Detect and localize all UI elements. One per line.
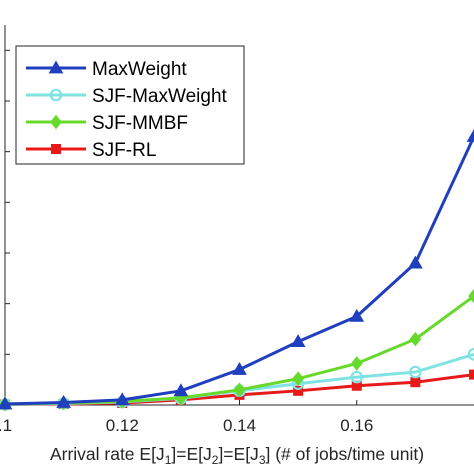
legend: MaxWeight SJF-MaxWeight SJF-MMBF SJF-RL (15, 45, 245, 165)
legend-label-1: SJF-MaxWeight (92, 86, 228, 107)
x-tick-label-1: 0.12 (106, 416, 139, 435)
x-tick-label-0: .1 (0, 416, 12, 435)
point-0-0 (0, 396, 13, 410)
x-axis-label-part-3: 2 (212, 453, 219, 467)
series-1 (0, 348, 474, 411)
legend-label-0: MaxWeight (92, 59, 187, 80)
x-axis-label-part-5: 3 (259, 453, 266, 467)
legend-label-3: SJF-RL (92, 140, 156, 161)
point-2-5 (292, 371, 304, 386)
point-0-6 (349, 308, 365, 322)
series-0 (0, 128, 474, 410)
x-axis-label-part-1: 1 (165, 453, 172, 467)
x-axis-label-part-6: ] (# of jobs/time unit) (266, 444, 425, 464)
point-0-3 (173, 383, 189, 397)
legend-marker-3 (51, 144, 61, 154)
point-0-7 (408, 255, 423, 269)
point-0-5 (290, 334, 306, 348)
point-0-8 (466, 128, 474, 142)
legend-entry-1: SJF-MaxWeight (26, 86, 228, 107)
legend-entry-0: MaxWeight (26, 59, 187, 80)
legend-label-2: SJF-MMBF (92, 113, 188, 134)
axes: .1 0.12 0.14 0.16 (0, 25, 474, 435)
point-3-5 (293, 385, 304, 396)
x-tick-label-3: 0.16 (340, 416, 373, 435)
point-3-8 (469, 369, 474, 380)
series-2 (0, 288, 474, 412)
point-2-7 (409, 331, 422, 347)
point-2-6 (350, 356, 363, 371)
x-axis-label-part-0: Arrival rate E[J (50, 444, 165, 464)
point-1-6 (350, 370, 364, 384)
x-axis-label: Arrival rate E[J1]=E[J2]=E[J3] (# of job… (50, 444, 424, 467)
point-1-7 (409, 365, 422, 379)
point-3-7 (410, 377, 421, 388)
series-layer (0, 128, 474, 412)
point-0-4 (232, 362, 247, 375)
point-2-8 (468, 288, 474, 304)
legend-marker-1 (49, 88, 63, 102)
x-axis-label-part-4: ]=E[J (218, 444, 258, 464)
point-0-1 (56, 394, 71, 408)
point-2-4 (233, 382, 246, 398)
x-axis-label-part-2: ]=E[J (171, 444, 211, 464)
legend-entry-3: SJF-RL (26, 140, 156, 161)
x-tick-label-2: 0.14 (223, 416, 256, 435)
legend-marker-0 (48, 60, 64, 74)
legend-entry-2: SJF-MMBF (26, 113, 188, 134)
legend-marker-2 (50, 114, 62, 130)
point-0-2 (114, 392, 130, 406)
